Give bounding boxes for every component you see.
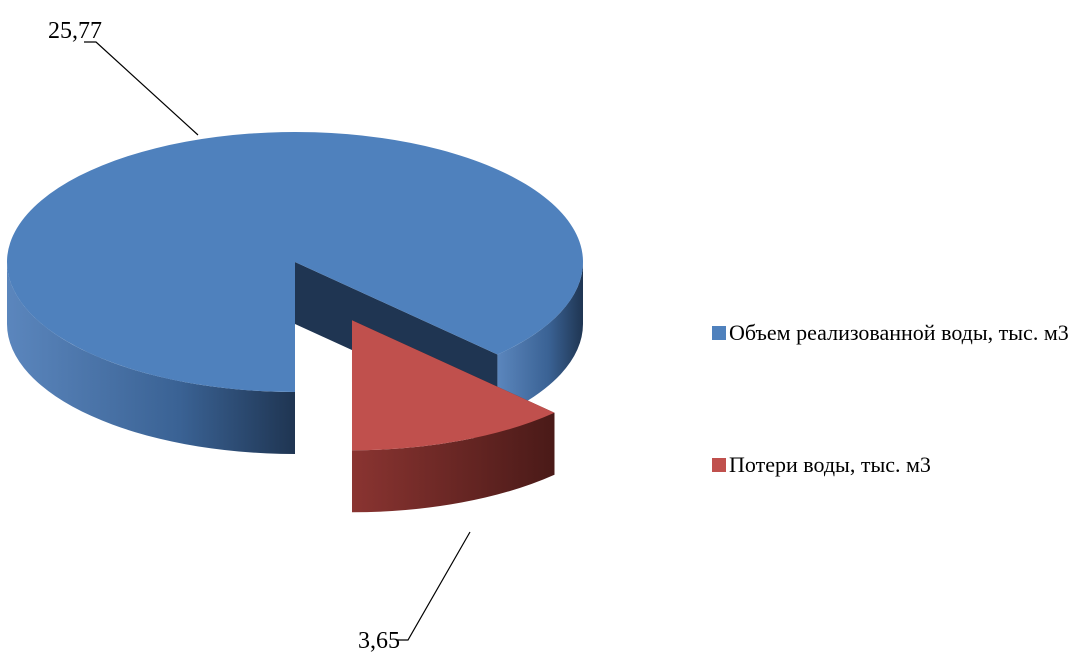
slice xyxy=(351,320,555,451)
leader-line xyxy=(84,41,199,136)
legend-label: Потери воды, тыс. м3 xyxy=(729,452,931,477)
slice xyxy=(6,132,583,393)
legend-label: Объем реализованной воды, тыс. м3 xyxy=(729,320,1069,345)
data-label: 25,77 xyxy=(48,18,102,44)
legend-swatch xyxy=(712,458,726,472)
legend-swatch xyxy=(712,326,726,340)
slice-side xyxy=(7,262,295,454)
slice-side xyxy=(351,412,555,513)
data-label: 3,65 xyxy=(358,628,400,654)
slice-side xyxy=(497,262,583,417)
leader-line xyxy=(396,531,471,641)
